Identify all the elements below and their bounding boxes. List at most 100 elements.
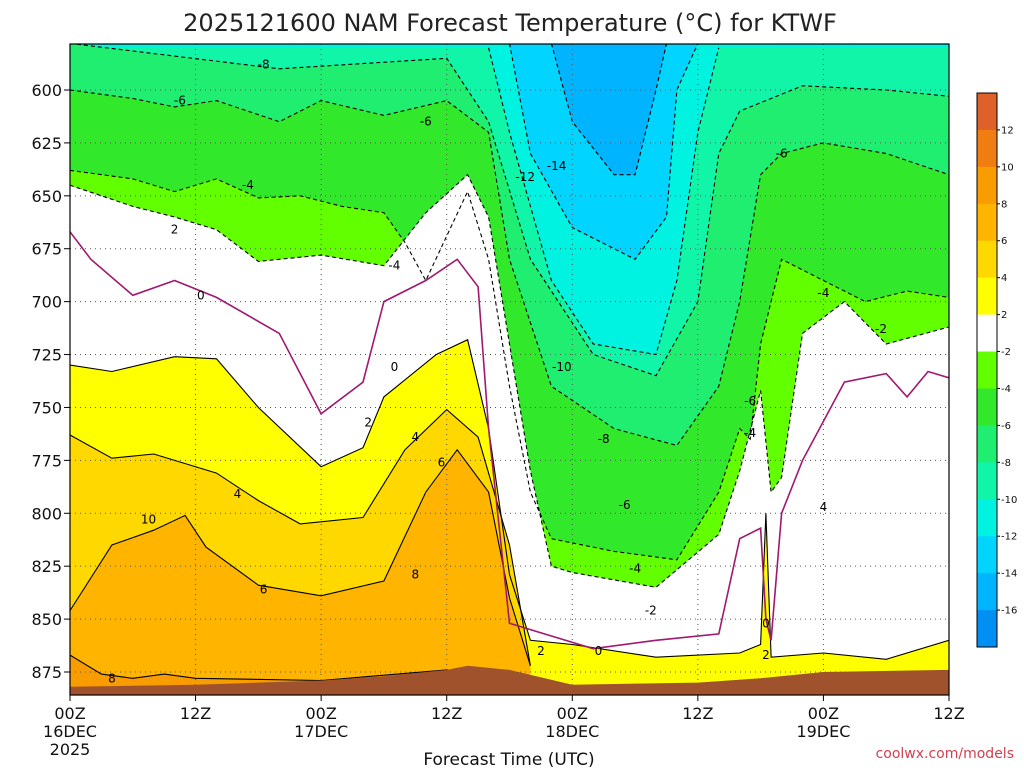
contour-label: 0 [762,616,770,630]
y-tick-label: 825 [31,557,62,576]
contour-label: -2 [645,604,657,618]
contour-label: -6 [619,498,631,512]
plot-area: -8 -6 -6 -6 -4 -12 -14 2 -4 0 -4 -2 0 -10 -6 2 -8 -4 4 6 4 -6… [70,44,949,695]
x-tick-label: 12Z [180,704,211,723]
isotherm-0 [70,231,949,650]
colorbar-swatch [977,166,997,205]
y-tick-label: 750 [31,398,62,417]
y-tick-label: 675 [31,240,62,259]
x-tick-label: 12Z [431,704,462,723]
colorbar-swatch [977,240,997,279]
colorbar-swatch [977,129,997,168]
contour-label: -6 [744,394,756,408]
contour-label: 6 [438,456,446,470]
x-tick-date: 19DEC [796,722,850,741]
contour-label: 4 [411,430,419,444]
isotherm-2 [70,338,949,660]
colorbar-tick-label: 6 [1001,236,1007,247]
gridlines [70,44,949,695]
plot-frame [69,43,950,696]
colorbar-tick-label: -8 [1001,458,1011,469]
y-tick-label: 800 [31,504,62,523]
isotherm-4 [70,408,531,666]
x-tick-date: 18DEC [545,722,599,741]
contour-label: -4 [744,426,756,440]
colorbar-tick-label: 10 [1001,162,1014,173]
contour-label: -8 [598,432,610,446]
chart-title: 2025121600 NAM Forecast Temperature (°C)… [183,9,837,37]
colorbar-frame [976,92,998,648]
y-tick-label: 725 [31,346,62,365]
isotherm--8 [70,44,949,377]
colorbar-swatch [977,351,997,389]
isotherm--10 [488,47,720,356]
contour-label: 6 [260,583,268,597]
contour-label: 0 [391,360,399,374]
contour-label: 10 [141,513,156,527]
credit-text: coolwx.com/models [876,746,1014,762]
fill-band-6 [70,449,531,695]
colorbar-swatch [977,610,997,648]
contour-label: -12 [515,170,535,184]
colorbar: 12 10 8 6 4 2 -2 -4 -6 -8 -10 -12 -14 -16 [976,92,1017,648]
colorbar-swatch [977,573,997,611]
isotherm-6 [70,448,531,666]
contour-label: -4 [242,178,254,192]
x-axis-label: Forecast Time (UTC) [423,750,594,768]
colorbar-tick-label: 8 [1001,199,1007,210]
colorbar-swatch [977,425,997,463]
x-tick-label: 12Z [682,704,713,723]
terrain-ground [70,665,949,695]
isotherm-8 [70,654,489,682]
colorbar-swatch [977,93,997,131]
colorbar-tick-label: -14 [1001,569,1017,580]
contour-label: 2 [364,415,372,429]
colorbar-tick-label: 12 [1001,125,1014,136]
colorbar-swatch [977,536,997,574]
x-tick-label: 00Z [557,704,588,723]
contour-label: -8 [258,58,270,72]
isotherm-layer [70,44,949,682]
contour-label: -4 [817,286,829,300]
x-tick-year: 2025 [50,740,91,759]
x-tick-label: 00Z [305,704,336,723]
contour-label: -6 [420,115,432,129]
isotherm--12 [509,44,699,260]
contour-label: 2 [762,648,770,662]
contour-label: 8 [108,671,116,685]
contour-label: 4 [820,500,828,514]
y-tick-label: 600 [31,81,62,100]
colorbar-swatch [977,203,997,242]
contour-label: -14 [547,159,567,173]
contour-label: 2 [537,644,545,658]
colorbar-swatch [977,314,997,353]
x-tick-date: 17DEC [294,722,348,741]
contour-label: 4 [234,487,242,501]
colorbar-tick-label: -2 [1001,347,1011,358]
contour-label: -4 [388,259,400,273]
contour-label: -6 [776,147,788,161]
colorbar-swatch [977,499,997,537]
x-tick-date: 16DEC [43,722,97,741]
contour-label: -6 [174,94,186,108]
x-tick-label: 12Z [933,704,964,723]
terrain-layer [70,665,949,695]
colorbar-tick-label: -16 [1001,606,1017,617]
y-tick-label: 775 [31,451,62,470]
isotherm--6 [70,89,949,447]
colorbar-tick-label: -10 [1001,495,1017,506]
colorbar-tick-label: -12 [1001,532,1017,543]
isotherm--2 [70,173,949,588]
isotherm--4 [70,169,949,561]
y-axis-pressure: 600 625 650 675 700 725 750 775 800 825 850 875 [31,81,70,682]
contour-label: 8 [411,568,419,582]
x-tick-label: 00Z [54,704,85,723]
contour-label: 0 [197,288,205,302]
y-tick-label: 875 [31,663,62,682]
contour-label: -4 [629,561,641,575]
colorbar-swatch [977,462,997,500]
contour-label: -10 [552,360,572,374]
contour-label: -2 [875,322,887,336]
